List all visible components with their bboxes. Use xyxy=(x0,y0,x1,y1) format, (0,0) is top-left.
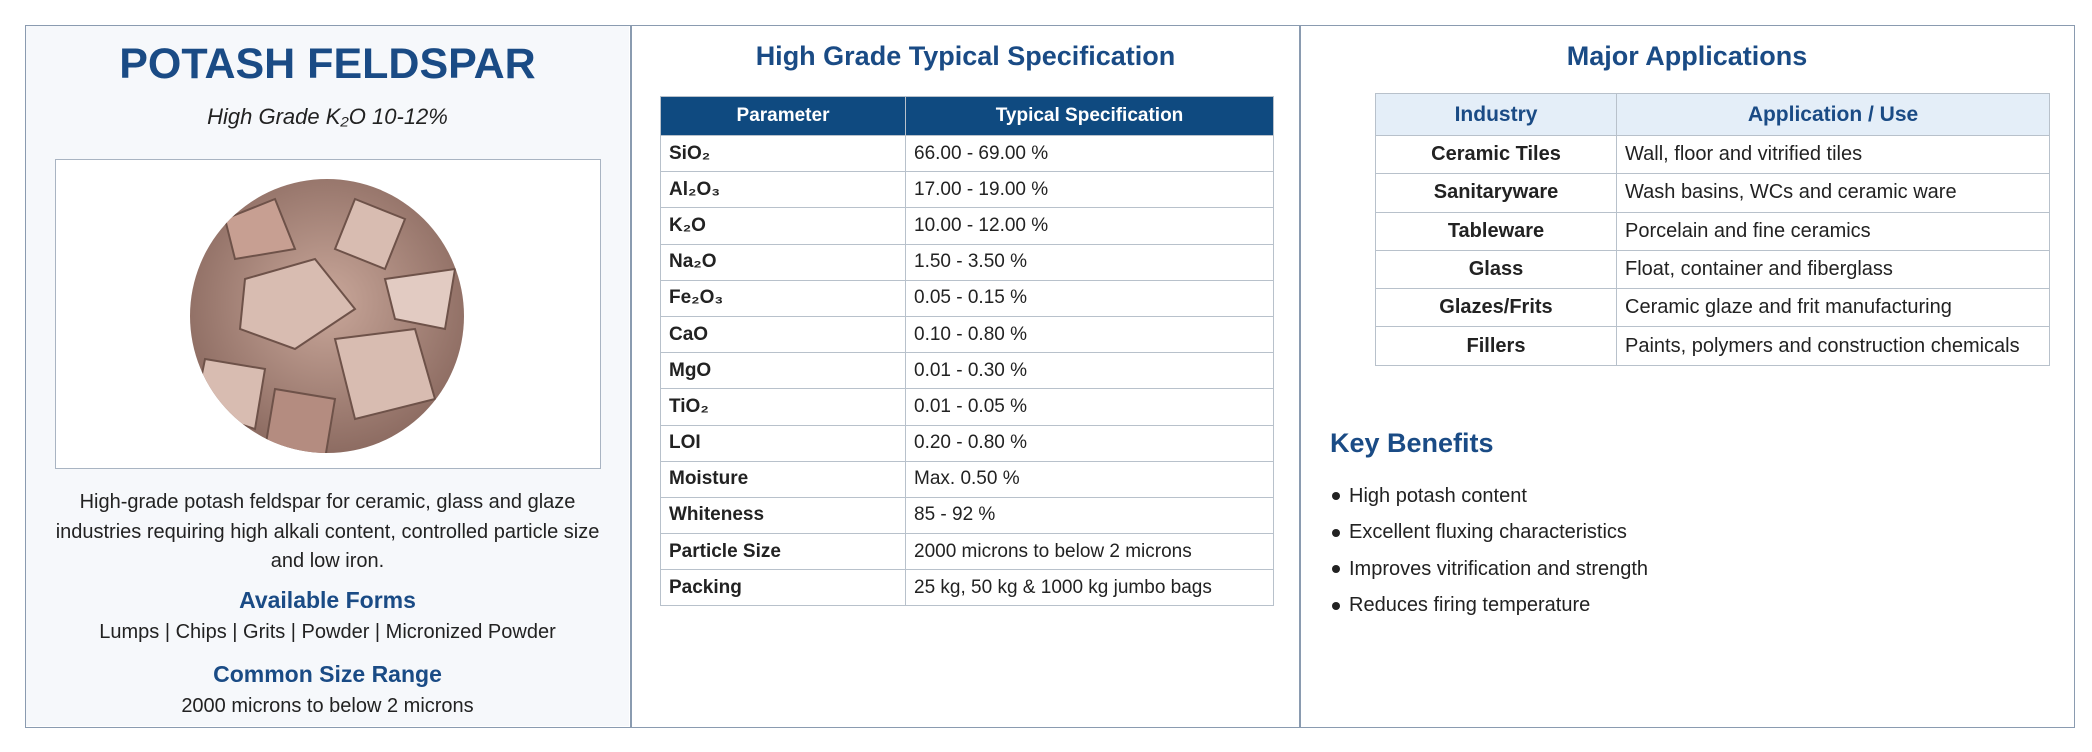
product-image xyxy=(55,159,601,469)
cell: Whiteness xyxy=(660,496,906,535)
frame xyxy=(25,25,2075,728)
cell: Max. 0.50 % xyxy=(905,460,1274,498)
cell: 0.05 - 0.15 % xyxy=(905,279,1274,317)
row: Al₂O₃ 17.00 - 19.00 % xyxy=(660,171,1274,209)
row: Packing 25 kg, 50 kg & 1000 kg jumbo bags xyxy=(660,569,1274,607)
cell: 0.10 - 0.80 % xyxy=(905,315,1274,354)
cell: Glass xyxy=(1375,249,1617,290)
row: Glass Float, container and fiberglass xyxy=(1375,249,2050,290)
cell: Na₂O xyxy=(660,243,906,281)
cell: 66.00 - 69.00 % xyxy=(905,134,1274,173)
cell: Tableware xyxy=(1375,211,1617,251)
benefits-title: Key Benefits xyxy=(1330,428,1494,458)
bullet xyxy=(1332,601,1340,610)
row: Moisture Max. 0.50 % xyxy=(660,460,1274,498)
row: Fillers Paints, polymers and construction… xyxy=(1375,326,2050,366)
cell: Ceramic Tiles xyxy=(1375,134,1617,175)
cell: LOI xyxy=(660,424,906,462)
divider xyxy=(630,25,632,728)
cell: Sanitaryware xyxy=(1375,173,1617,213)
apps-title: Major Applications xyxy=(1566,41,1808,71)
cell: Ceramic glaze and frit manufacturing xyxy=(1616,288,2050,328)
cell: Al₂O₃ xyxy=(660,171,906,209)
row: Sanitaryware Wash basins, WCs and ceramic… xyxy=(1375,173,2050,213)
forms-title: Available Forms xyxy=(239,587,416,613)
cell: 0.01 - 0.30 % xyxy=(905,352,1274,390)
divider xyxy=(1299,25,1301,728)
benefit-text: High potash content xyxy=(1349,484,1527,507)
row: Ceramic Tiles Wall, floor and vitrified t… xyxy=(1375,134,2050,175)
row: Whiteness 85 - 92 % xyxy=(660,496,1274,535)
row: Particle Size 2000 microns to below 2 mic… xyxy=(660,533,1274,571)
row: Glazes/Frits Ceramic glaze and frit manuf… xyxy=(1375,288,2050,328)
header-row: Industry Application / Use xyxy=(1375,93,2050,136)
size-title: Common Size Range xyxy=(213,661,442,687)
cell: Fillers xyxy=(1375,326,1617,366)
row: Fe₂O₃ 0.05 - 0.15 % xyxy=(660,279,1274,317)
cell: Packing xyxy=(660,569,906,607)
cell: SiO₂ xyxy=(660,134,906,173)
cell: Moisture xyxy=(660,460,906,498)
cell: 0.01 - 0.05 % xyxy=(905,388,1274,426)
bullet xyxy=(1332,528,1340,537)
forms-text: Lumps | Chips | Grits | Powder | Microni… xyxy=(99,621,556,643)
cell: Wall, floor and vitrified tiles xyxy=(1616,134,2050,175)
cell: 1.50 - 3.50 % xyxy=(905,243,1274,281)
benefit-item: High potash content xyxy=(1330,478,1648,515)
cell: Porcelain and fine ceramics xyxy=(1616,211,2050,251)
column-header: Industry xyxy=(1375,93,1617,136)
row: LOI 0.20 - 0.80 % xyxy=(660,424,1274,462)
row: MgO 0.01 - 0.30 % xyxy=(660,352,1274,390)
benefit-text: Reduces firing temperature xyxy=(1349,594,1591,617)
title: POTASH FELDSPAR xyxy=(119,40,536,88)
cell: K₂O xyxy=(660,207,906,245)
row: TiO₂ 0.01 - 0.05 % xyxy=(660,388,1274,426)
apps-table: Industry Application / Use Ceramic Tiles Wa… xyxy=(1375,93,2050,366)
header-row: Parameter Typical Specification xyxy=(660,96,1274,136)
cell: 2000 microns to below 2 microns xyxy=(905,533,1274,571)
column-header: Application / Use xyxy=(1616,93,2050,136)
cell: Glazes/Frits xyxy=(1375,288,1617,328)
subtitle: High Grade K₂O 10-12% xyxy=(207,104,448,129)
benefit-item: Reduces firing temperature xyxy=(1330,588,1648,625)
cell: Paints, polymers and construction chemic… xyxy=(1616,326,2050,366)
size-text: 2000 microns to below 2 microns xyxy=(181,695,474,717)
cell: 85 - 92 % xyxy=(905,496,1274,535)
cell: Fe₂O₃ xyxy=(660,279,906,317)
cell: CaO xyxy=(660,315,906,354)
cell: 0.20 - 0.80 % xyxy=(905,424,1274,462)
row: Tableware Porcelain and fine ceramics xyxy=(1375,211,2050,251)
cell: 17.00 - 19.00 % xyxy=(905,171,1274,209)
spec-table: Parameter Typical Specification SiO₂ 66.00 … xyxy=(660,96,1274,607)
bullet xyxy=(1332,492,1340,501)
cell: Float, container and fiberglass xyxy=(1616,249,2050,290)
column-header: Typical Specification xyxy=(905,96,1274,136)
benefit-item: Excellent fluxing characteristics xyxy=(1330,515,1648,552)
cell: Wash basins, WCs and ceramic ware xyxy=(1616,173,2050,213)
bullet xyxy=(1332,565,1340,574)
row: K₂O 10.00 - 12.00 % xyxy=(660,207,1274,245)
column-header: Parameter xyxy=(660,96,906,136)
spec-title: High Grade Typical Specification xyxy=(755,41,1176,71)
row: SiO₂ 66.00 - 69.00 % xyxy=(660,134,1274,173)
benefit-item: Improves vitrification and strength xyxy=(1330,551,1648,588)
benefits-list: High potash content Excellent fluxing cha… xyxy=(1330,478,1648,624)
row: Na₂O 1.50 - 3.50 % xyxy=(660,243,1274,281)
description: High-grade potash feldspar for ceramic, … xyxy=(55,491,600,572)
cell: TiO₂ xyxy=(660,388,906,426)
cell: 25 kg, 50 kg & 1000 kg jumbo bags xyxy=(905,569,1274,607)
cell: Particle Size xyxy=(660,533,906,571)
cell: 10.00 - 12.00 % xyxy=(905,207,1274,245)
cell: MgO xyxy=(660,352,906,390)
benefit-text: Excellent fluxing characteristics xyxy=(1349,521,1627,544)
row: CaO 0.10 - 0.80 % xyxy=(660,315,1274,354)
benefit-text: Improves vitrification and strength xyxy=(1349,557,1649,580)
